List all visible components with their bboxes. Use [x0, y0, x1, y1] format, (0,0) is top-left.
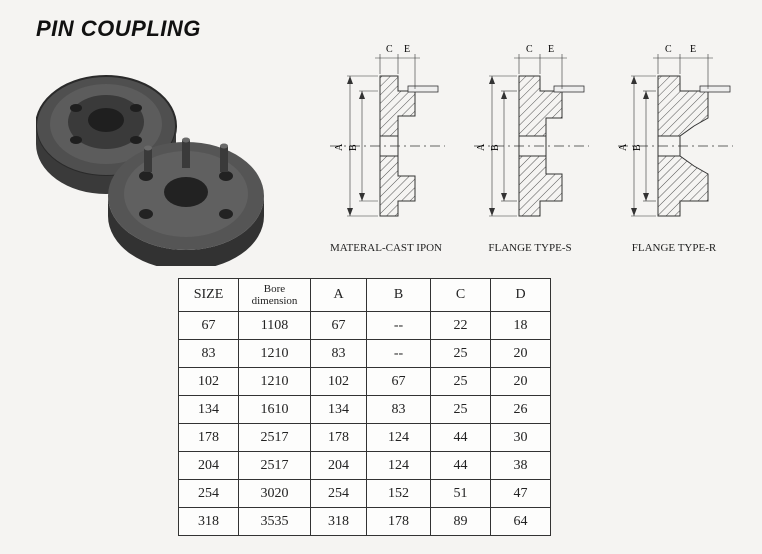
- product-photo: [36, 56, 296, 266]
- table-cell: 67: [179, 312, 239, 340]
- dim-e: E: [690, 44, 696, 55]
- table-cell: 20: [491, 368, 551, 396]
- table-cell: 2517: [239, 424, 311, 452]
- table-cell: 64: [491, 508, 551, 536]
- table-cell: 102: [179, 368, 239, 396]
- table-row: 31835353181788964: [179, 508, 551, 536]
- table-cell: 318: [179, 508, 239, 536]
- diagram-label-2: FLANGE TYPE-R: [632, 242, 716, 254]
- table-cell: 1210: [239, 340, 311, 368]
- dim-a: A: [618, 143, 629, 151]
- table-cell: --: [367, 312, 431, 340]
- table-cell: 22: [431, 312, 491, 340]
- dim-c: C: [526, 44, 533, 55]
- dim-b: B: [490, 144, 501, 151]
- diagram-label-0: MATERAL-CAST IPON: [330, 242, 442, 254]
- dim-a: A: [334, 143, 345, 151]
- table-cell: 89: [431, 508, 491, 536]
- table-cell: 18: [491, 312, 551, 340]
- table-cell: 254: [179, 480, 239, 508]
- table-cell: 83: [179, 340, 239, 368]
- dim-e: E: [404, 44, 410, 55]
- table-row: 1021210102672520: [179, 368, 551, 396]
- table-cell: 83: [311, 340, 367, 368]
- table-row: 83121083--2520: [179, 340, 551, 368]
- table-cell: 3020: [239, 480, 311, 508]
- table-cell: --: [367, 340, 431, 368]
- table-cell: 3535: [239, 508, 311, 536]
- table-cell: 20: [491, 340, 551, 368]
- dimension-table: SIZE Bore dimension A B C D 67110867--22…: [178, 278, 551, 536]
- table-cell: 83: [367, 396, 431, 424]
- table-cell: 254: [311, 480, 367, 508]
- table-cell: 178: [179, 424, 239, 452]
- table-row: 1341610134832526: [179, 396, 551, 424]
- table-cell: 178: [367, 508, 431, 536]
- table-cell: 152: [367, 480, 431, 508]
- table-cell: 204: [311, 452, 367, 480]
- th-size: SIZE: [179, 279, 239, 312]
- diagram-row: C E A B MATERAL-CAST IPON: [320, 36, 740, 266]
- table-row: 25430202541525147: [179, 480, 551, 508]
- table-cell: 134: [179, 396, 239, 424]
- dim-b: B: [632, 144, 643, 151]
- table-cell: 67: [367, 368, 431, 396]
- table-header-row: SIZE Bore dimension A B C D: [179, 279, 551, 312]
- table-cell: 1610: [239, 396, 311, 424]
- table-cell: 44: [431, 452, 491, 480]
- diagram-flange-r: C E A B FLANGE TYPE-R: [608, 36, 740, 266]
- th-bore: Bore dimension: [239, 279, 311, 312]
- table-cell: 318: [311, 508, 367, 536]
- table-cell: 38: [491, 452, 551, 480]
- table-cell: 67: [311, 312, 367, 340]
- table-cell: 102: [311, 368, 367, 396]
- table-cell: 124: [367, 424, 431, 452]
- th-d: D: [491, 279, 551, 312]
- table-cell: 2517: [239, 452, 311, 480]
- diagram-label-1: FLANGE TYPE-S: [488, 242, 571, 254]
- dim-c: C: [665, 44, 672, 55]
- dim-c: C: [386, 44, 393, 55]
- table-cell: 51: [431, 480, 491, 508]
- th-b: B: [367, 279, 431, 312]
- th-c: C: [431, 279, 491, 312]
- diagram-flange-s: C E A B FLANGE TYPE-S: [464, 36, 596, 266]
- table-cell: 124: [367, 452, 431, 480]
- table-cell: 178: [311, 424, 367, 452]
- table-cell: 26: [491, 396, 551, 424]
- table-cell: 25: [431, 368, 491, 396]
- table-row: 20425172041244438: [179, 452, 551, 480]
- dim-e: E: [548, 44, 554, 55]
- diagram-material: C E A B MATERAL-CAST IPON: [320, 36, 452, 266]
- table-cell: 47: [491, 480, 551, 508]
- table-row: 17825171781244430: [179, 424, 551, 452]
- table-cell: 204: [179, 452, 239, 480]
- table-row: 67110867--2218: [179, 312, 551, 340]
- page-title: PIN COUPLING: [36, 16, 201, 42]
- dim-b: B: [348, 144, 359, 151]
- table-cell: 25: [431, 340, 491, 368]
- table-cell: 25: [431, 396, 491, 424]
- table-cell: 1210: [239, 368, 311, 396]
- table-cell: 134: [311, 396, 367, 424]
- th-a: A: [311, 279, 367, 312]
- table-cell: 1108: [239, 312, 311, 340]
- table-cell: 30: [491, 424, 551, 452]
- dim-a: A: [476, 143, 487, 151]
- table-cell: 44: [431, 424, 491, 452]
